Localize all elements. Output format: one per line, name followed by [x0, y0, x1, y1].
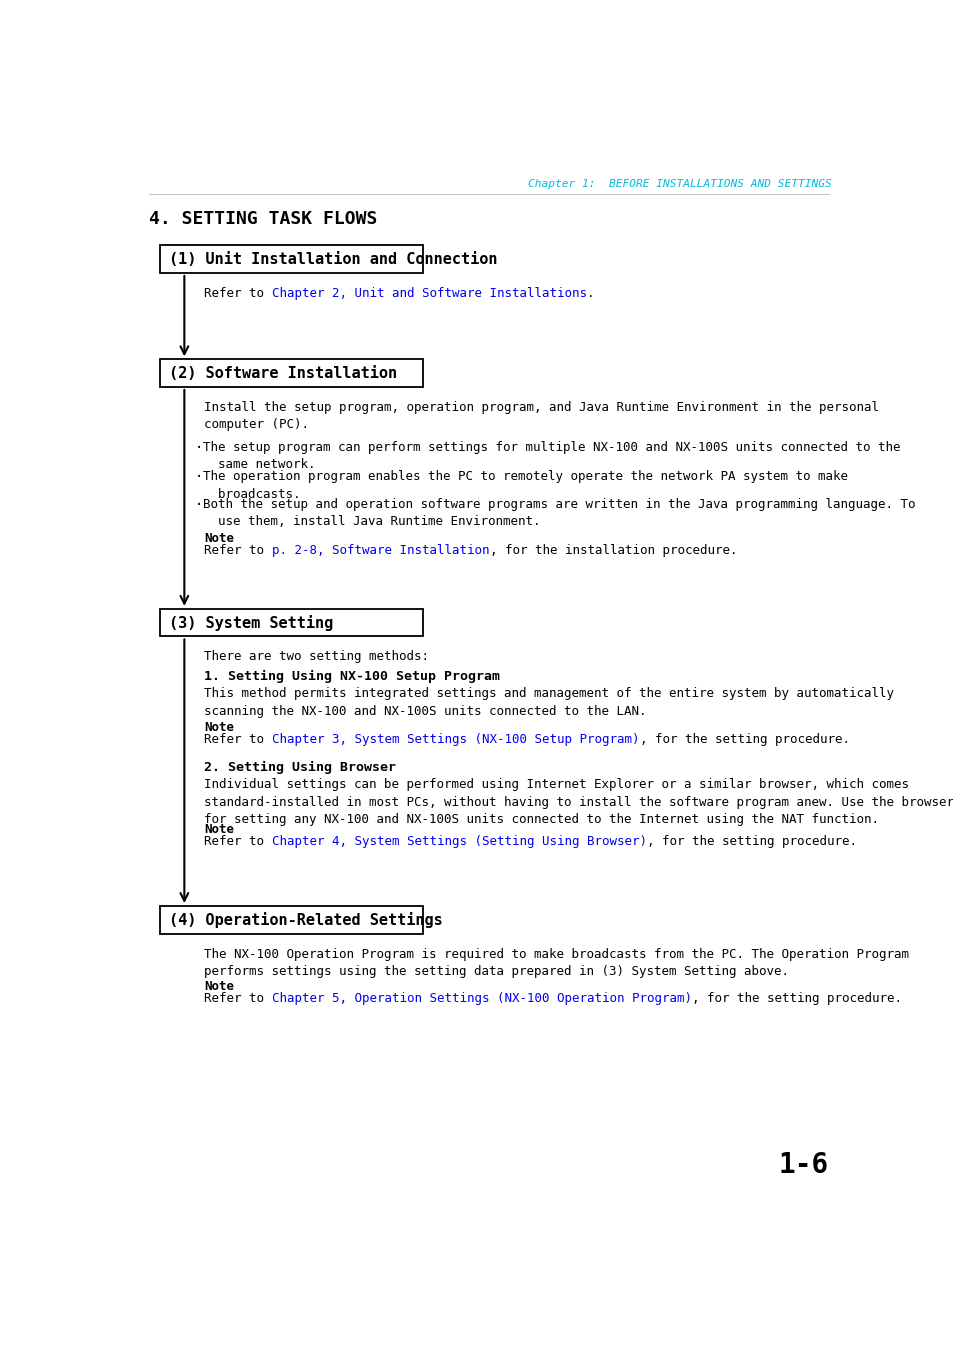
- Text: Chapter 5, Operation Settings (NX-100 Operation Program): Chapter 5, Operation Settings (NX-100 Op…: [272, 992, 691, 1005]
- Text: Chapter 4, System Settings (Setting Using Browser): Chapter 4, System Settings (Setting Usin…: [272, 835, 646, 848]
- Text: Individual settings can be performed using Internet Explorer or a similar browse: Individual settings can be performed usi…: [204, 778, 953, 825]
- Text: The NX-100 Operation Program is required to make broadcasts from the PC. The Ope: The NX-100 Operation Program is required…: [204, 947, 908, 978]
- Text: 2. Setting Using Browser: 2. Setting Using Browser: [204, 761, 396, 774]
- Text: Note: Note: [204, 823, 234, 836]
- Text: , for the setting procedure.: , for the setting procedure.: [639, 734, 848, 747]
- Text: Note: Note: [204, 532, 234, 544]
- Text: (2) Software Installation: (2) Software Installation: [169, 366, 396, 381]
- Text: The setup program can perform settings for multiple NX-100 and NX-100S units con: The setup program can perform settings f…: [203, 440, 900, 471]
- Text: , for the installation procedure.: , for the installation procedure.: [489, 544, 737, 557]
- Text: ·: ·: [195, 470, 203, 484]
- Text: Refer to: Refer to: [204, 835, 272, 848]
- Text: ·: ·: [195, 497, 203, 512]
- Text: (3) System Setting: (3) System Setting: [169, 615, 333, 631]
- Text: , for the setting procedure.: , for the setting procedure.: [646, 835, 856, 848]
- Text: ·: ·: [195, 440, 203, 455]
- Text: Install the setup program, operation program, and Java Runtime Environment in th: Install the setup program, operation pro…: [204, 401, 879, 431]
- FancyBboxPatch shape: [159, 246, 422, 273]
- FancyBboxPatch shape: [159, 907, 422, 934]
- FancyBboxPatch shape: [159, 609, 422, 636]
- Text: (4) Operation-Related Settings: (4) Operation-Related Settings: [169, 912, 442, 928]
- Text: Refer to: Refer to: [204, 734, 272, 747]
- Text: 1. Setting Using NX-100 Setup Program: 1. Setting Using NX-100 Setup Program: [204, 670, 500, 684]
- Text: .: .: [586, 286, 594, 300]
- Text: p. 2-8, Software Installation: p. 2-8, Software Installation: [272, 544, 489, 557]
- Text: Refer to: Refer to: [204, 544, 272, 557]
- Text: Both the setup and operation software programs are written in the Java programmi: Both the setup and operation software pr…: [203, 497, 915, 528]
- Text: Chapter 3, System Settings (NX-100 Setup Program): Chapter 3, System Settings (NX-100 Setup…: [272, 734, 639, 747]
- Text: Chapter 1:  BEFORE INSTALLATIONS AND SETTINGS: Chapter 1: BEFORE INSTALLATIONS AND SETT…: [528, 180, 831, 189]
- Text: This method permits integrated settings and management of the entire system by a: This method permits integrated settings …: [204, 688, 894, 717]
- Text: The operation program enables the PC to remotely operate the network PA system t: The operation program enables the PC to …: [203, 470, 847, 501]
- Text: Chapter 2, Unit and Software Installations: Chapter 2, Unit and Software Installatio…: [272, 286, 586, 300]
- Text: 1-6: 1-6: [778, 1151, 828, 1178]
- Text: Refer to: Refer to: [204, 286, 272, 300]
- Text: There are two setting methods:: There are two setting methods:: [204, 650, 429, 663]
- Text: Refer to: Refer to: [204, 992, 272, 1005]
- FancyBboxPatch shape: [159, 359, 422, 386]
- Text: 4. SETTING TASK FLOWS: 4. SETTING TASK FLOWS: [149, 209, 376, 228]
- Text: (1) Unit Installation and Connection: (1) Unit Installation and Connection: [169, 251, 497, 266]
- Text: Note: Note: [204, 721, 234, 734]
- Text: Note: Note: [204, 979, 234, 993]
- Text: , for the setting procedure.: , for the setting procedure.: [691, 992, 901, 1005]
